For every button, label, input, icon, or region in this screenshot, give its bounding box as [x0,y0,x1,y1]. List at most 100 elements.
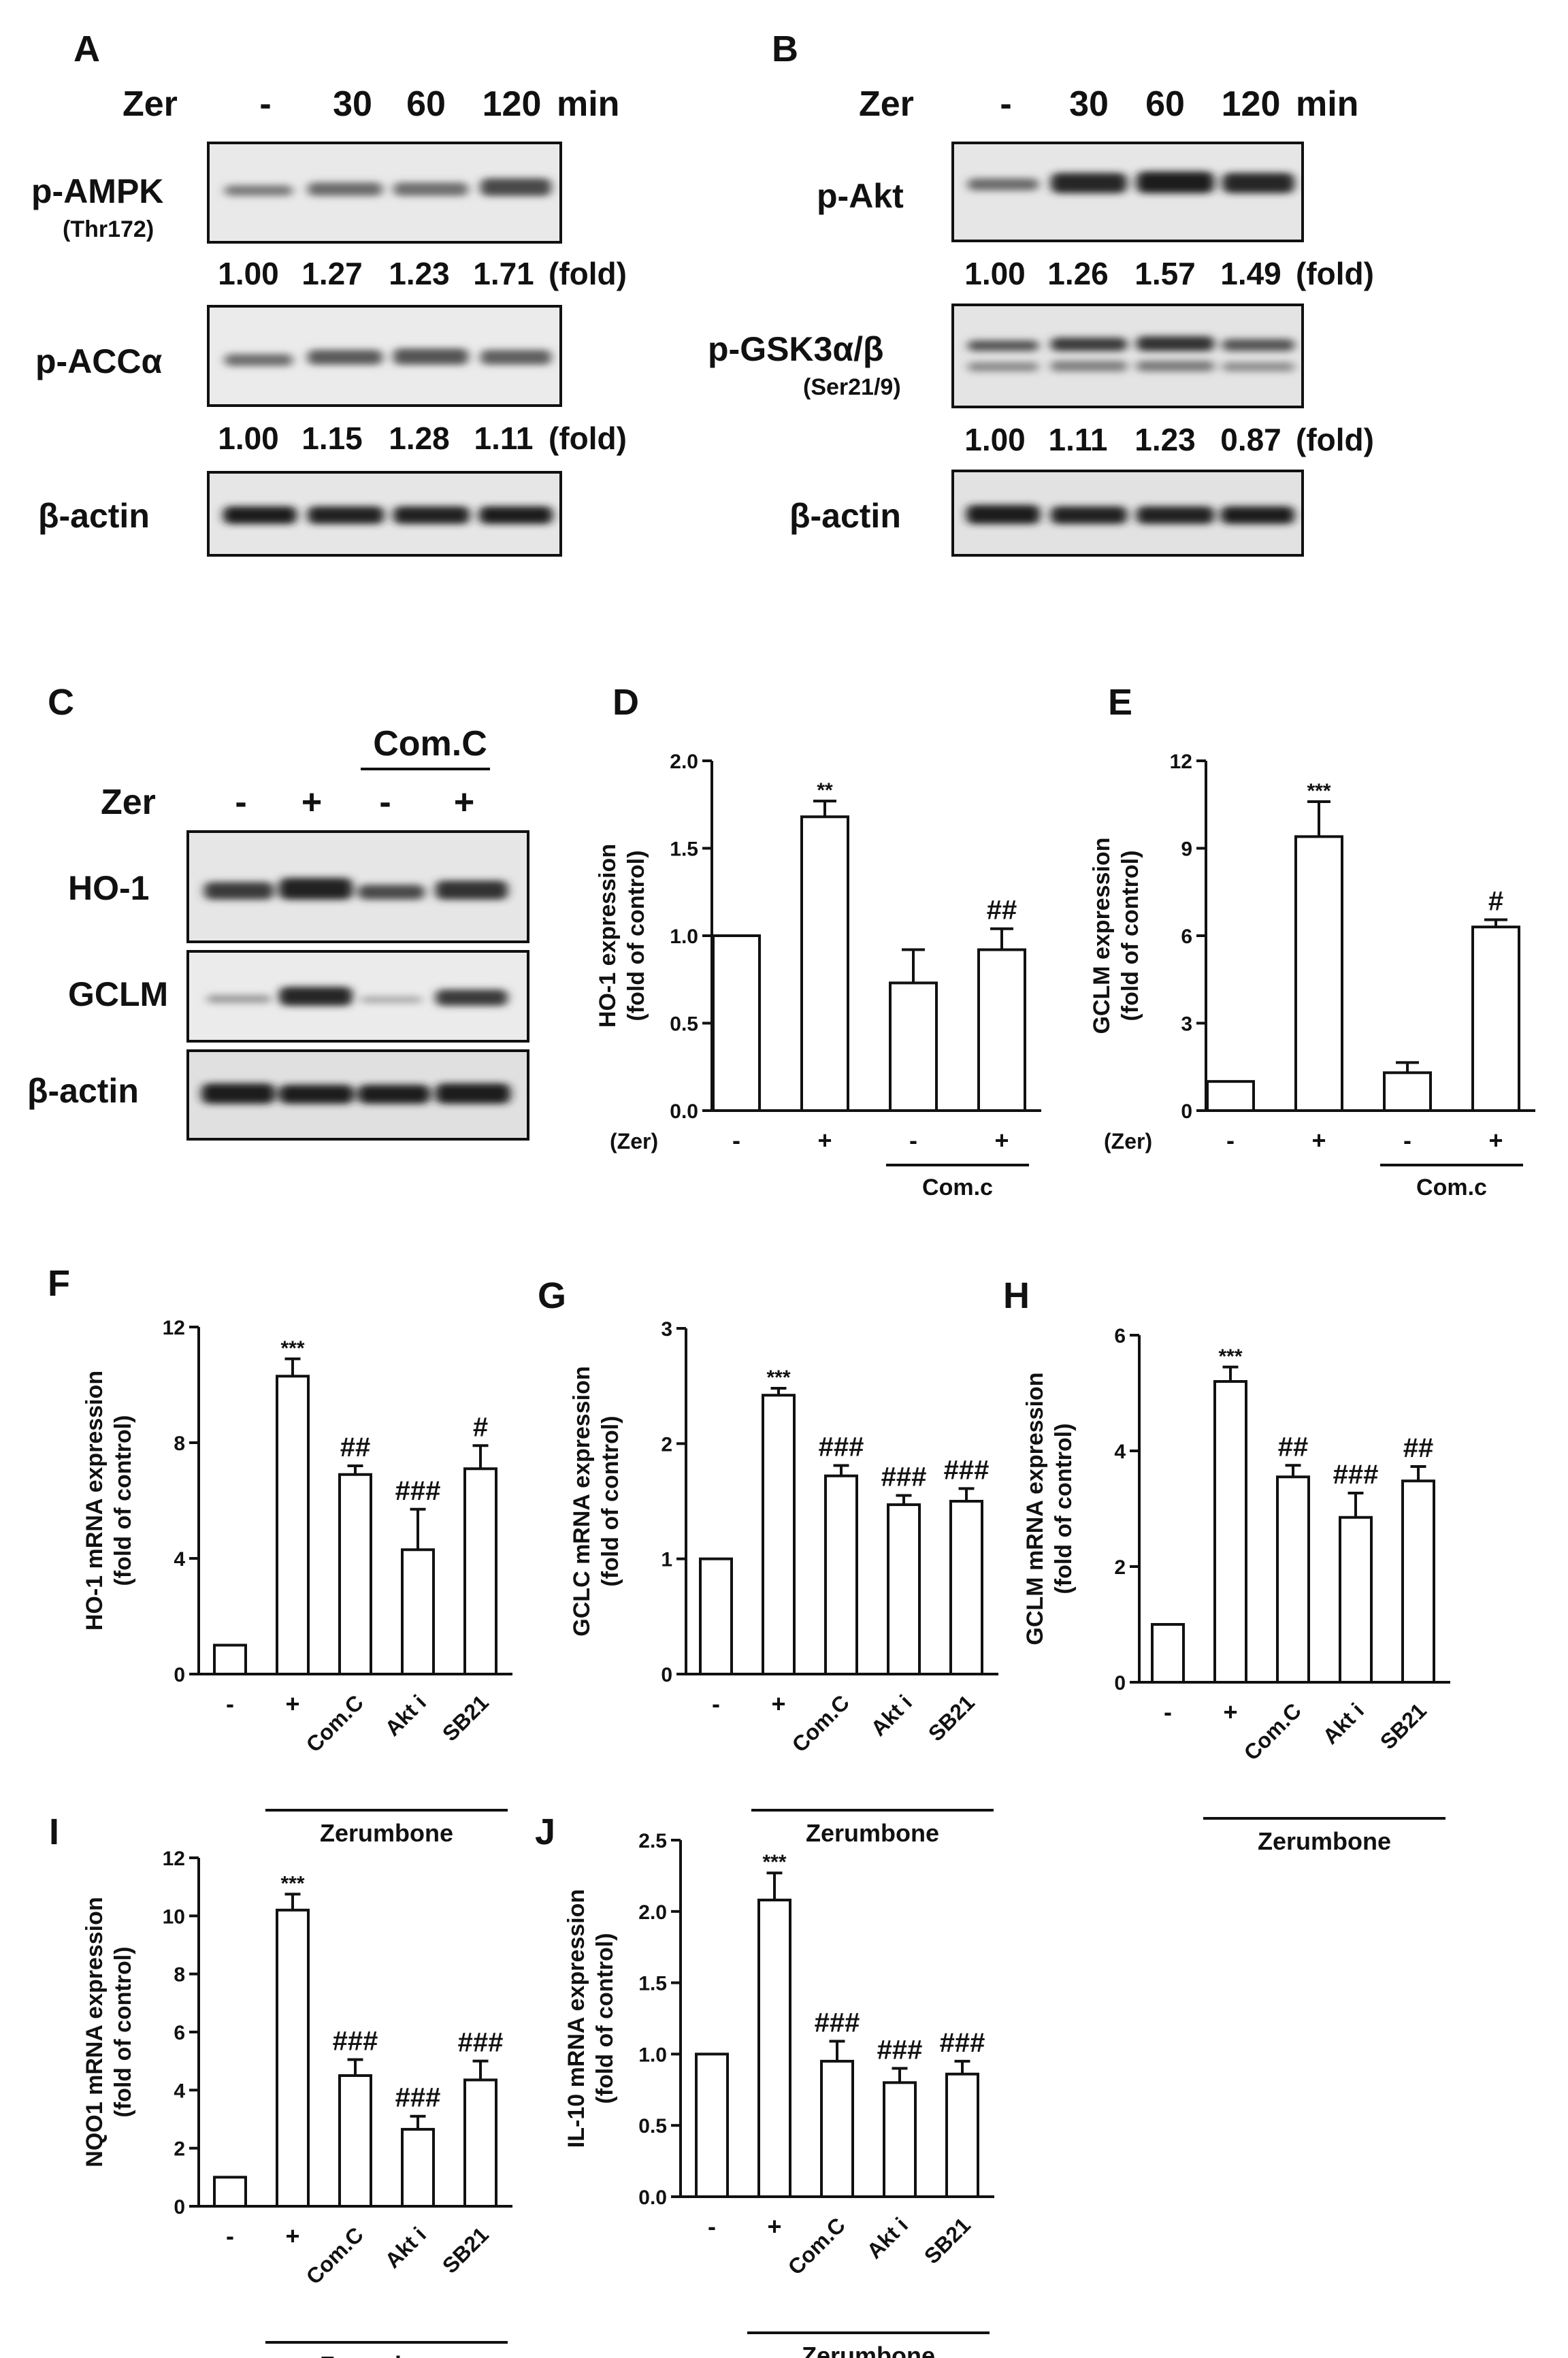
y-tick-label: 0 [1181,1100,1192,1123]
y-axis-label: (fold of control) [1051,1423,1077,1594]
category-label: Com.C [787,1690,854,1756]
y-tick-label: 0 [174,2196,185,2218]
bar [1294,835,1343,1113]
significance-label: *** [1307,780,1330,802]
bar [889,981,938,1113]
group-label: Com.C [373,724,487,764]
bar [762,1394,796,1676]
significance-label: ### [458,2028,504,2058]
significance-label: *** [280,1337,304,1360]
y-tick-label: 1.0 [670,926,698,948]
blot-label: p-GSK3α/β [708,330,884,368]
blot-label: GCLM [68,975,168,1013]
category-label: + [767,2212,781,2240]
significance-label: # [1488,886,1503,916]
blot-bands [223,506,553,524]
bar [1151,1623,1185,1684]
blot-bands [204,878,508,900]
blot-bands [968,336,1294,372]
group-label: Zerumbone [806,1819,939,1847]
bar [1383,1071,1432,1112]
blot-label: p-Akt [817,177,904,215]
panel-letter-c: C [48,682,74,723]
fold-unit: (fold) [549,256,627,291]
fold-value: 1.28 [389,421,450,456]
bar [338,1473,372,1675]
y-tick-label: 0 [661,1664,672,1686]
category-label: + [771,1690,785,1718]
fold-value: 1.11 [1049,422,1108,457]
bar [977,948,1026,1113]
group-label: Com.c [1416,1175,1487,1200]
bar [887,1503,921,1676]
y-tick-label: 12 [163,1317,185,1339]
blot-sublabel: (Thr172) [63,216,154,242]
category-label: Akt i [380,1690,430,1740]
significance-label: # [473,1412,488,1442]
row-label: (Zer) [610,1129,658,1153]
y-axis-label: (fold of control) [110,1946,136,2117]
significance-label: *** [766,1366,790,1389]
lane-label: + [454,783,474,822]
chart-h: 0 2 4 6 GCLM mRNA expression (fold of control… [1022,1325,1450,1855]
chart-d: 0.0 0.5 1.0 1.5 2.0 HO-1 expression (fold of c… [595,751,1041,1200]
category-label: - [1403,1126,1411,1154]
panel-letter-d: D [612,682,639,723]
y-tick-label: 2 [1114,1556,1126,1579]
y-axis-label: (fold of control) [110,1415,136,1586]
lane-label: 30 [1069,84,1109,124]
blot-label: p-ACCα [35,342,163,380]
significance-label: ### [333,2027,378,2057]
significance-label: ### [395,2083,441,2113]
category-label: Com.C [783,2212,850,2279]
blot-label: β-actin [789,497,901,535]
y-tick-label: 0 [174,1664,185,1686]
fold-value: 1.23 [389,256,450,291]
category-label: Akt i [862,2212,912,2263]
bar [276,1375,310,1675]
y-tick-label: 4 [174,1548,185,1571]
y-axis-label: (fold of control) [598,1415,623,1586]
bar [820,2059,854,2198]
y-tick-label: 6 [174,2022,185,2044]
y-tick-label: 12 [1170,751,1192,773]
category-label: - [732,1126,740,1154]
bar [695,2052,729,2198]
significance-label: *** [280,1872,304,1895]
fold-value: 1.57 [1134,256,1196,291]
category-label: - [226,2222,234,2250]
lane-label: 60 [406,84,446,124]
chart-g: 0 1 2 3 GCLC mRNA expression (fold of control… [569,1318,998,1847]
category-label: + [1488,1126,1503,1154]
y-axis-label: HO-1 mRNA expression [82,1371,108,1631]
significance-label: *** [762,1851,786,1873]
bar [1339,1516,1373,1684]
y-axis-label: GCLM mRNA expression [1022,1372,1048,1645]
blot-sublabel: (Ser21/9) [803,374,901,400]
bar [463,2078,497,2208]
panel-letter-g: G [538,1275,566,1316]
panel-letter-h: H [1003,1275,1030,1316]
chart-e: 0 3 6 9 12 GCLM expression (fold of control) - *… [1089,751,1535,1200]
blot-label: p-AMPK [31,172,163,210]
y-tick-label: 9 [1181,838,1192,861]
significance-label: *** [1218,1345,1242,1368]
blot-bands [225,348,551,366]
treatment-label: Zer [101,783,156,822]
significance-label: ** [817,779,833,802]
y-tick-label: 0.5 [638,2115,667,2138]
significance-label: ### [940,2028,985,2058]
bar [800,815,849,1112]
bar [945,2072,979,2198]
panel-letter-f: F [48,1263,70,1304]
category-label: + [817,1126,832,1154]
y-tick-label: 8 [174,1432,185,1455]
y-tick-label: 2.5 [638,1830,667,1852]
blot-label: β-actin [38,497,150,535]
bar [883,2081,917,2199]
y-tick-label: 1.5 [670,838,698,861]
fold-unit: (fold) [1296,422,1374,457]
category-label: Com.C [301,1690,368,1756]
lane-label: 60 [1145,84,1185,124]
